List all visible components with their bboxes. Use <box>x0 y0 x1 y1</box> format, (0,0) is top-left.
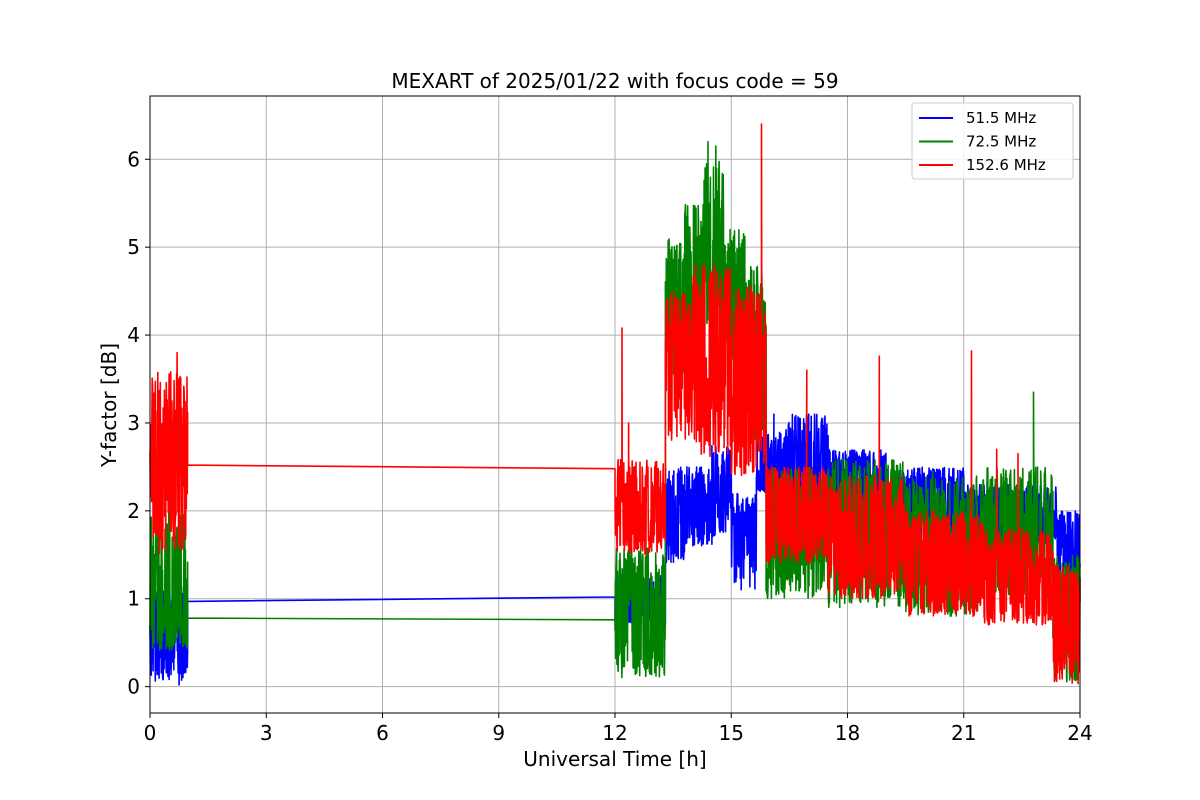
legend-label-152-6-mhz: 152.6 MHz <box>966 156 1046 174</box>
y-tick-label: 3 <box>127 411 140 435</box>
x-tick-label: 6 <box>376 721 389 745</box>
y-tick-label: 2 <box>127 499 140 523</box>
x-axis-label: Universal Time [h] <box>523 747 706 771</box>
series-line-152-6-mhz <box>149 123 1081 685</box>
y-tick-label: 1 <box>127 587 140 611</box>
legend: 51.5 MHz 72.5 MHz 152.6 MHz <box>911 102 1074 180</box>
x-tick-label: 24 <box>1067 721 1092 745</box>
x-tick-label: 15 <box>719 721 744 745</box>
y-tick-label: 6 <box>127 147 140 171</box>
series-layer <box>149 123 1081 686</box>
x-tick-label: 3 <box>260 721 273 745</box>
x-tick-label: 0 <box>144 721 157 745</box>
y-tick-label: 5 <box>127 235 140 259</box>
x-tick-label: 12 <box>602 721 627 745</box>
legend-label-51-5-mhz: 51.5 MHz <box>966 109 1036 127</box>
x-tick-label: 9 <box>492 721 505 745</box>
chart-title: MEXART of 2025/01/22 with focus code = 5… <box>391 69 838 93</box>
legend-label-72-5-mhz: 72.5 MHz <box>966 133 1036 151</box>
x-tick-label: 18 <box>835 721 860 745</box>
x-tick-label: 21 <box>951 721 976 745</box>
legend-box <box>911 102 1074 180</box>
y-tick-label: 0 <box>127 675 140 699</box>
y-axis-label: Y-factor [dB] <box>97 343 121 468</box>
y-tick-label: 4 <box>127 323 140 347</box>
